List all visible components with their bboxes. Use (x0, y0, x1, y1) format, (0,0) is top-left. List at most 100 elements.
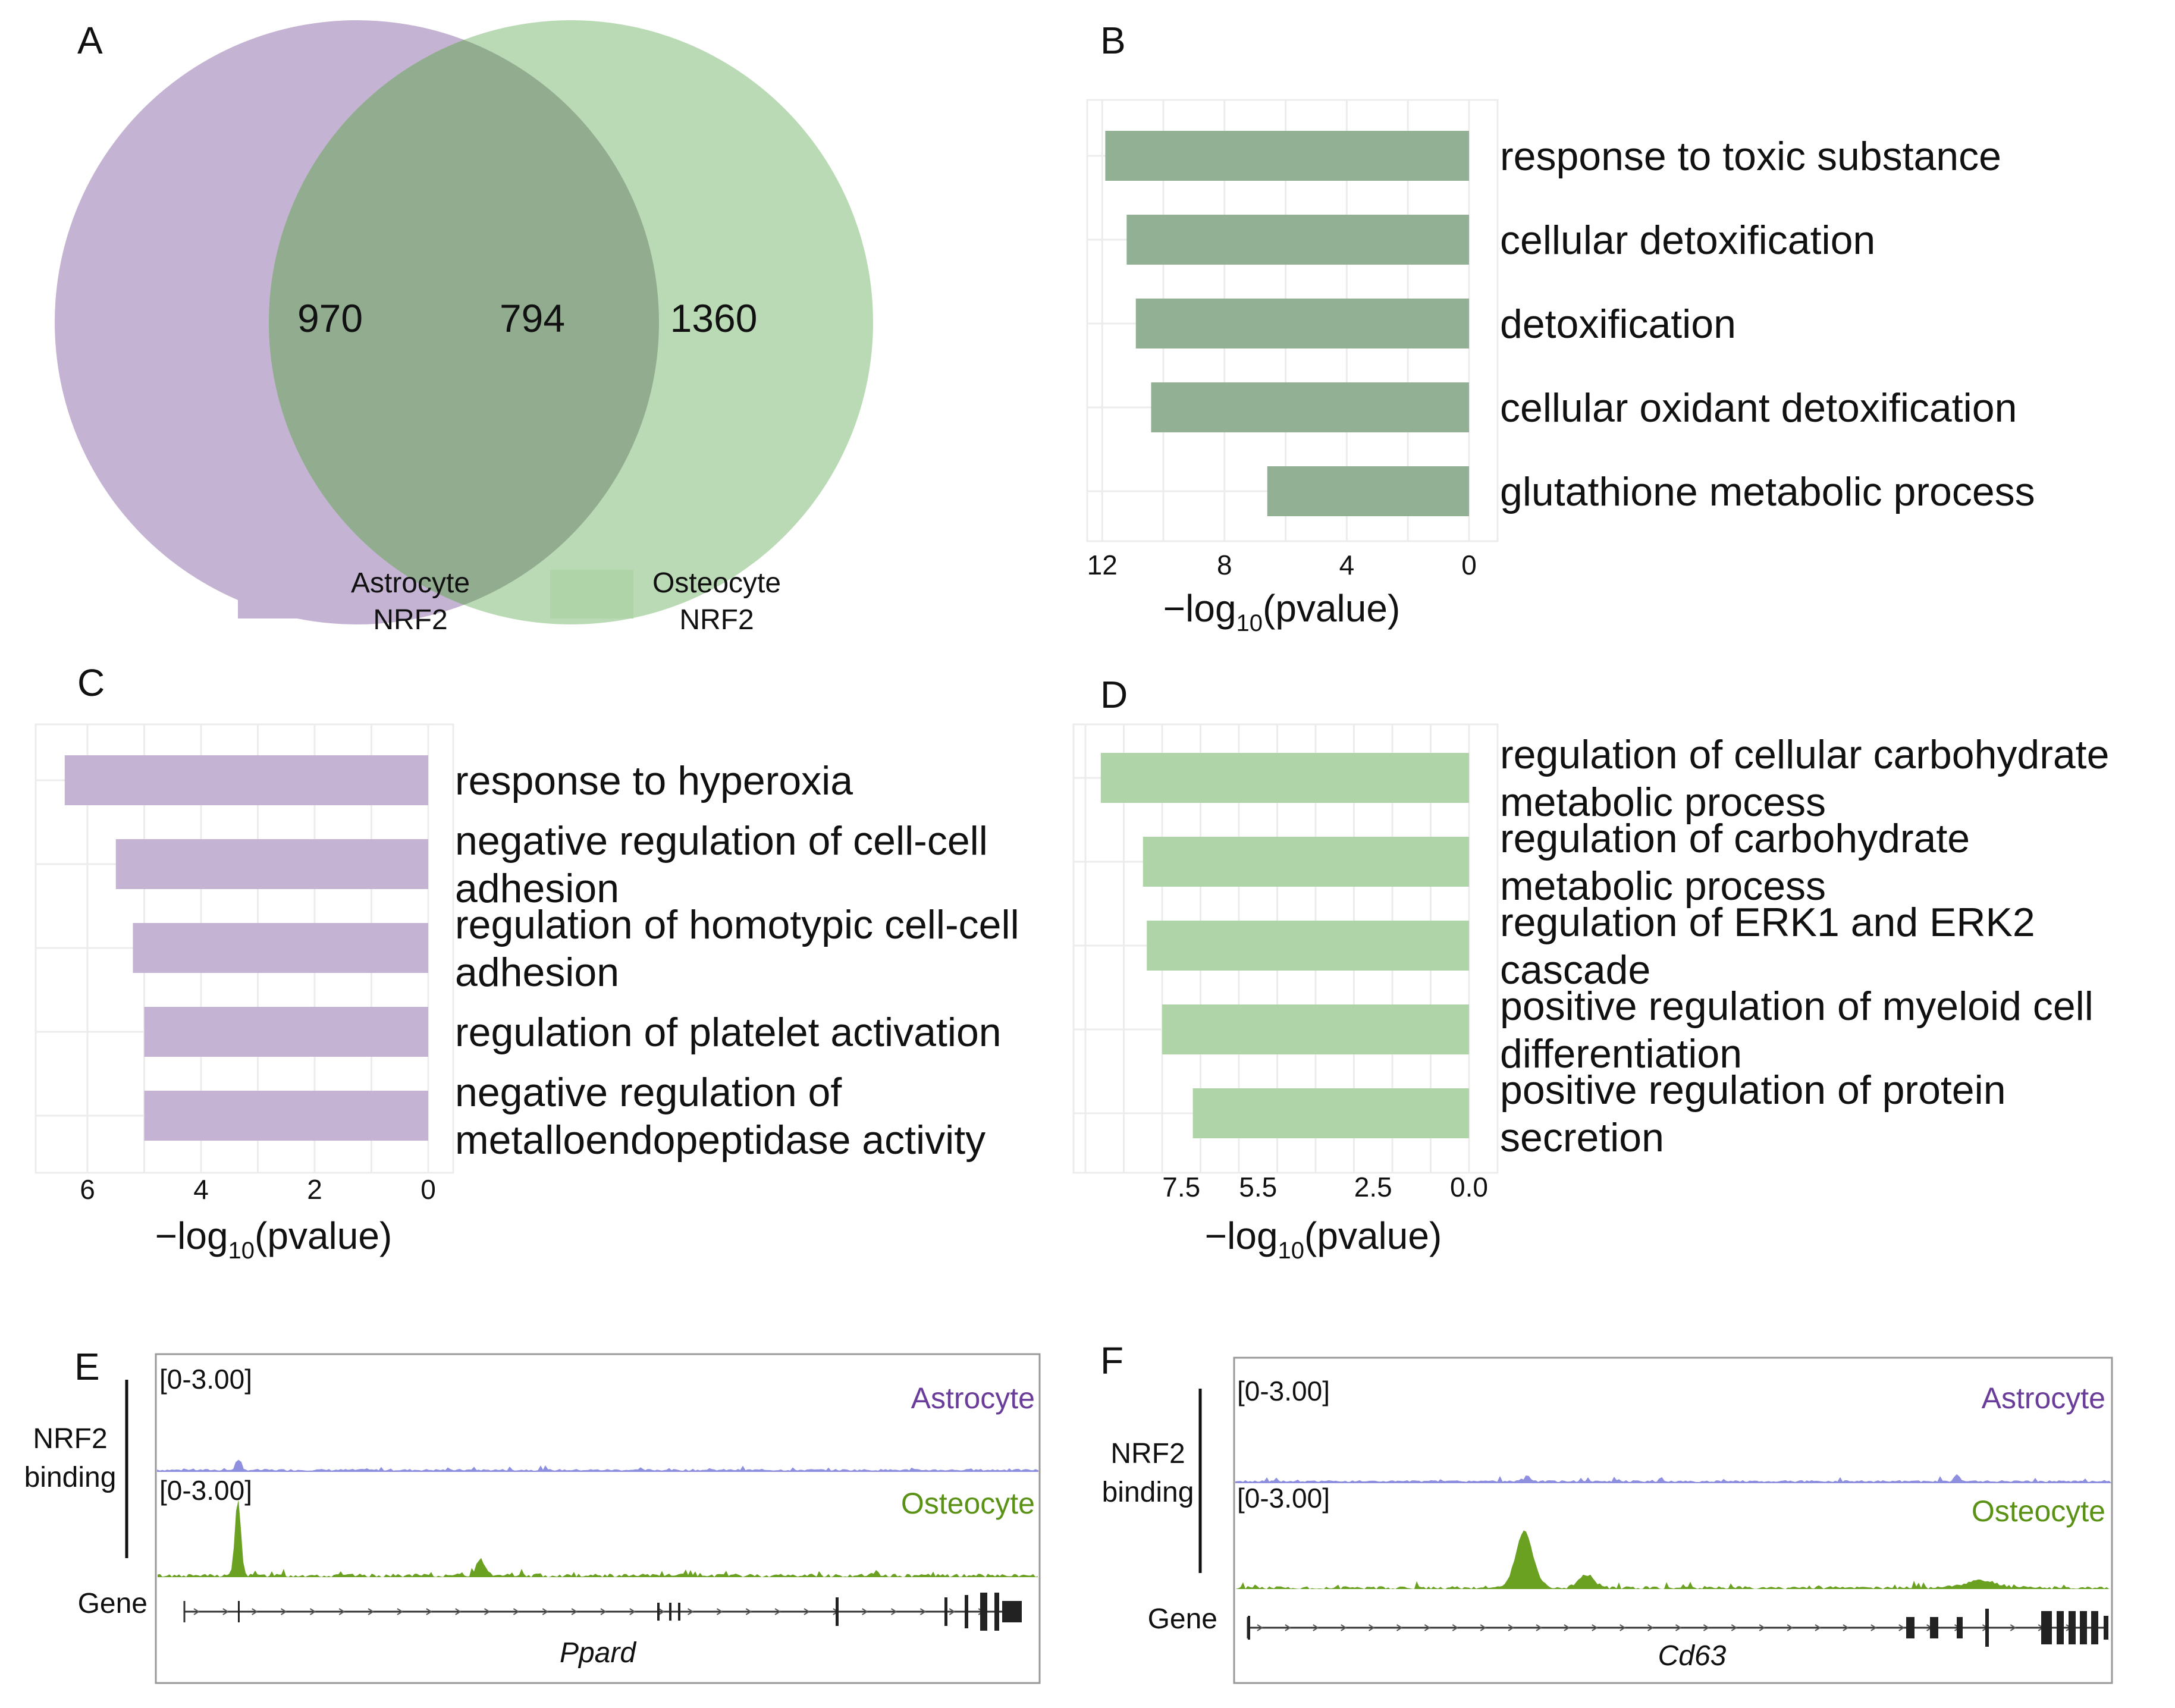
track-label-f-osteocyte: Osteocyte (1972, 1494, 2105, 1528)
category-label-d-1-1: metabolic process (1500, 864, 1826, 909)
side-label-e-line1: NRF2 (33, 1423, 107, 1455)
track-frame-e (155, 1353, 1041, 1684)
strand-arrow (455, 1608, 462, 1615)
category-label-b-1-0: cellular detoxification (1500, 218, 1875, 263)
strand-arrow (891, 1608, 897, 1615)
category-label-c-3-0: regulation of platelet activation (455, 1010, 1002, 1055)
strand-arrow (338, 1608, 346, 1615)
strand-arrow (1285, 1624, 1291, 1631)
bar-chart-d: regulation of cellular carbohydratemetab… (1072, 723, 2109, 1264)
exon (2091, 1611, 2098, 1644)
strand-arrow (1508, 1624, 1514, 1631)
legend-swatch-osteocyte (550, 570, 633, 618)
strand-arrow (1731, 1624, 1738, 1631)
strand-arrow (281, 1608, 287, 1615)
track-range-f-astrocyte: [0-3.00] (1237, 1376, 1330, 1406)
strand-arrow (1787, 1624, 1793, 1631)
category-label-c-4-1: metalloendopeptidase activity (455, 1117, 986, 1163)
strand-arrow (804, 1608, 810, 1615)
tick-label-d-3: 0.0 (1450, 1172, 1488, 1202)
venn-diagram: 970 794 1360 (55, 20, 873, 624)
strand-arrow (862, 1608, 868, 1615)
exon (1906, 1617, 1914, 1638)
strand-arrow (658, 1608, 665, 1615)
signal-f-osteocyte (1236, 1530, 2110, 1589)
strand-arrow (1341, 1624, 1347, 1631)
strand-arrow (222, 1608, 229, 1615)
exon (965, 1595, 968, 1628)
track-panel-e: NRF2 binding [0-3.00] Astrocyte [0-3.00]… (24, 1353, 1041, 1684)
strand-arrow (629, 1608, 636, 1615)
strand-arrow (2010, 1624, 2017, 1631)
category-label-c-2-0: regulation of homotypic cell-cell (455, 902, 1019, 947)
strand-arrow (774, 1608, 782, 1615)
bar-b-3 (1151, 382, 1469, 432)
exon (2069, 1611, 2076, 1644)
strand-arrow (309, 1608, 316, 1615)
exon (1248, 1616, 1250, 1640)
exon (678, 1603, 680, 1621)
exon (669, 1603, 671, 1621)
exon (2080, 1611, 2087, 1644)
bar-d-4 (1192, 1088, 1469, 1138)
exon (980, 1593, 987, 1631)
category-label-d-3-1: differentiation (1500, 1031, 1742, 1076)
strand-arrow (1815, 1624, 1821, 1631)
tick-label-c-1: 4 (193, 1174, 209, 1205)
exon (836, 1597, 839, 1626)
exon (2057, 1611, 2064, 1644)
strand-arrow (571, 1608, 578, 1615)
strand-arrow (1898, 1624, 1905, 1631)
venn-legend: Astrocyte NRF2 Osteocyte NRF2 (238, 567, 781, 636)
bar-d-2 (1147, 921, 1469, 971)
exon (994, 1593, 999, 1631)
category-label-d-4-0: positive regulation of protein (1500, 1068, 2006, 1113)
track-label-f-astrocyte: Astrocyte (1982, 1382, 2105, 1415)
gene-model-f (1247, 1609, 2108, 1647)
panel-label-d: D (1100, 673, 1128, 716)
bar-c-1 (115, 839, 428, 889)
strand-arrow (484, 1608, 491, 1615)
bar-d-1 (1143, 837, 1469, 887)
exon (1930, 1617, 1938, 1638)
category-label-d-1-0: regulation of carbohydrate (1500, 816, 1970, 861)
category-label-c-1-1: adhesion (455, 866, 619, 911)
tick-label-b-2: 4 (1339, 550, 1355, 580)
legend-swatch-astrocyte (238, 570, 321, 618)
side-label-f-line1: NRF2 (1110, 1438, 1185, 1470)
strand-arrow (919, 1608, 927, 1615)
category-label-d-2-1: cascade (1500, 947, 1650, 993)
strand-arrow (600, 1608, 607, 1615)
tick-label-c-3: 0 (420, 1174, 436, 1205)
strand-arrow (1564, 1624, 1570, 1631)
strand-arrow (1452, 1624, 1459, 1631)
exon (1985, 1609, 1989, 1647)
category-label-b-3-0: cellular oxidant detoxification (1500, 385, 2017, 431)
track-range-e-astrocyte: [0-3.00] (159, 1364, 252, 1395)
category-label-c-1-0: negative regulation of cell-cell (455, 818, 988, 864)
bar-b-4 (1267, 466, 1469, 516)
strand-arrow (1369, 1624, 1375, 1631)
tick-label-d-1: 5.5 (1239, 1172, 1277, 1202)
exon (2041, 1611, 2052, 1644)
x-axis-title-d: −log10(pvalue) (1205, 1214, 1442, 1264)
tick-label-c-0: 6 (80, 1174, 95, 1205)
bar-c-3 (144, 1007, 428, 1057)
strand-arrow (1257, 1624, 1263, 1631)
strand-arrow (716, 1608, 723, 1615)
legend-label-astrocyte-line1: Astrocyte (351, 567, 470, 599)
track-range-e-osteocyte: [0-3.00] (159, 1475, 252, 1506)
strand-arrow (1396, 1624, 1403, 1631)
category-label-c-4-0: negative regulation of (455, 1070, 842, 1115)
strand-arrow (1647, 1624, 1654, 1631)
track-frame-f (1233, 1357, 2113, 1684)
strand-arrow (1480, 1624, 1487, 1631)
gene-name-f: Cd63 (1658, 1640, 1727, 1672)
tick-label-b-1: 8 (1217, 550, 1232, 580)
strand-arrow (1759, 1624, 1766, 1631)
bar-d-0 (1100, 753, 1469, 803)
strand-arrow (688, 1608, 694, 1615)
bar-d-3 (1162, 1004, 1469, 1054)
strand-arrow (1675, 1624, 1682, 1631)
